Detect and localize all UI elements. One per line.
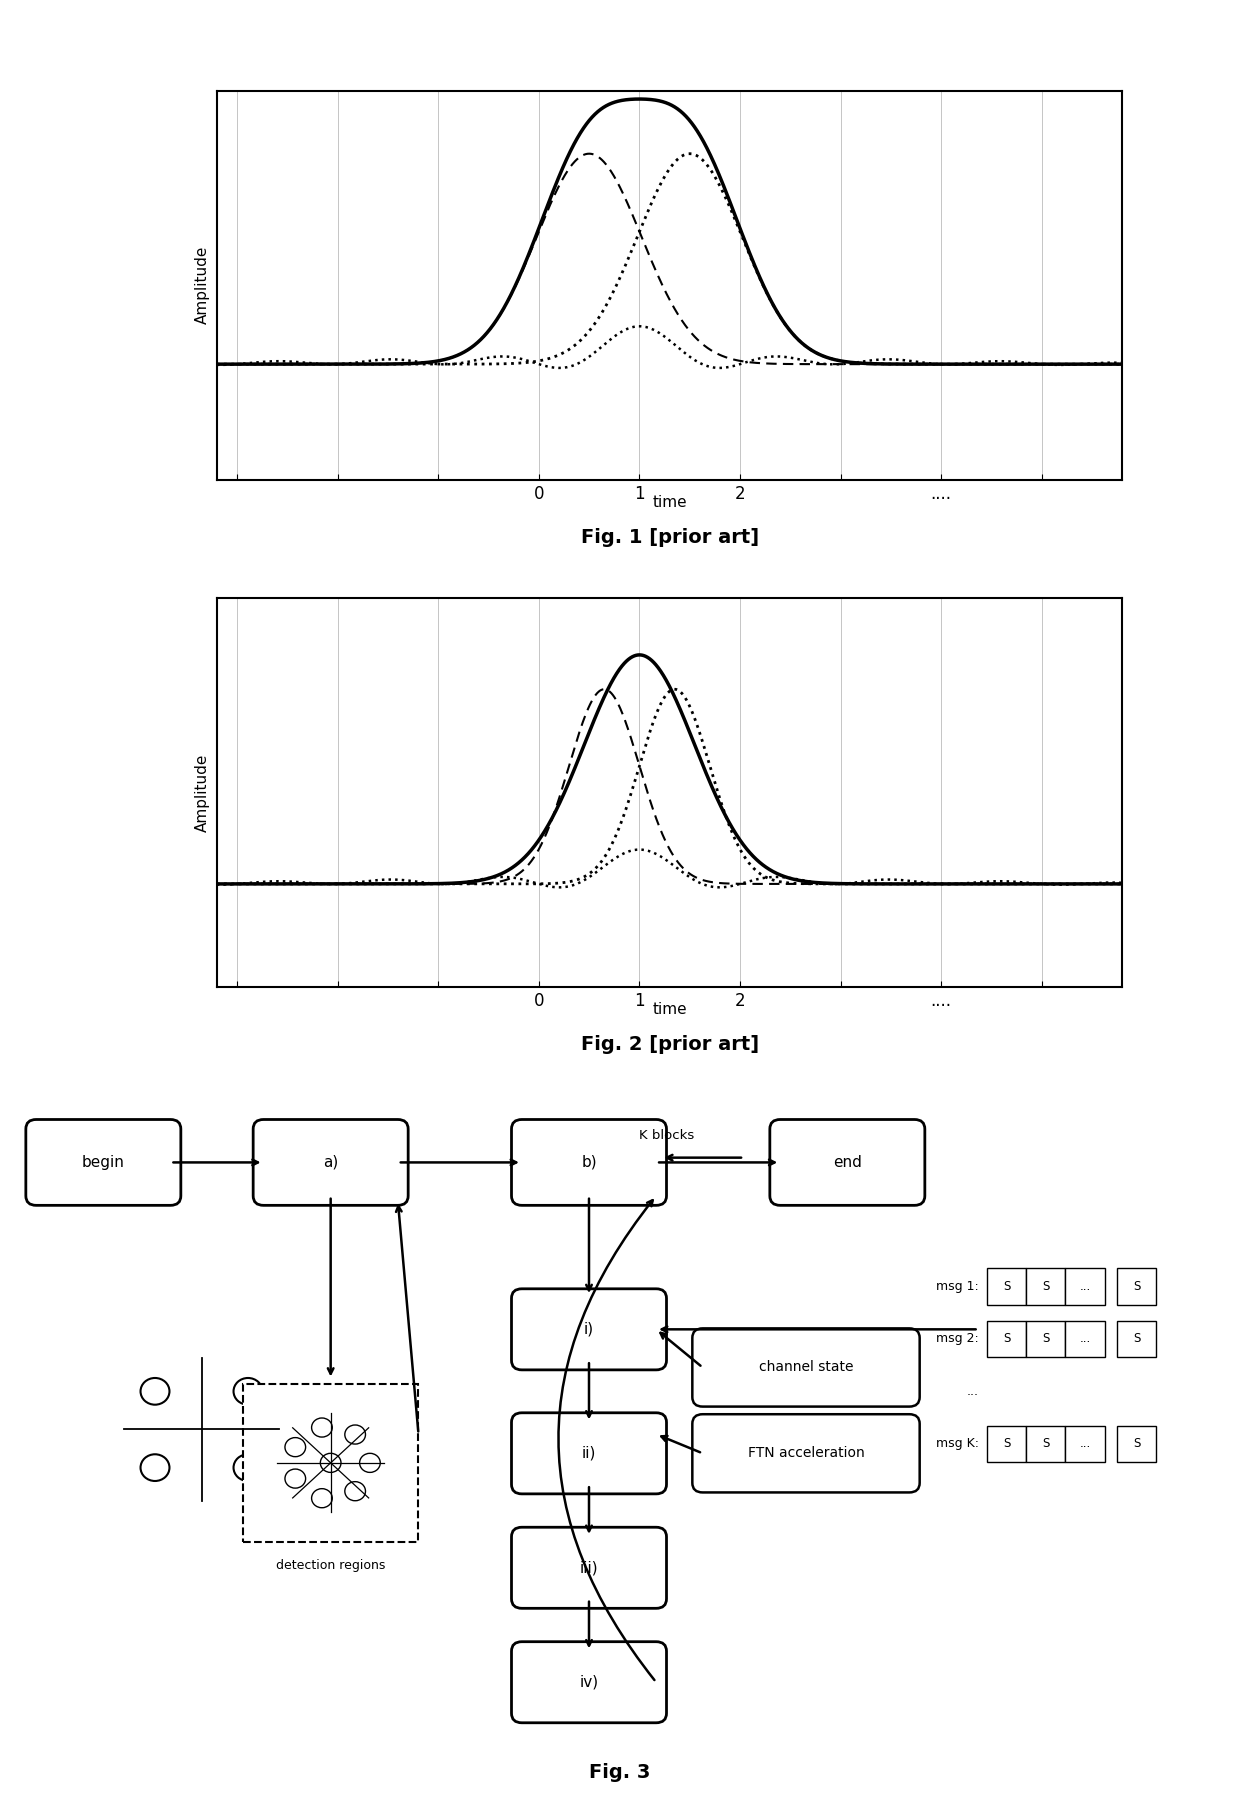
Circle shape [311,1489,332,1509]
Text: iii): iii) [579,1561,599,1576]
Text: S: S [1042,1333,1049,1346]
Text: time: time [652,494,687,511]
Bar [1027,1425,1065,1461]
Text: a): a) [324,1155,339,1170]
Y-axis label: Amplitude: Amplitude [195,246,210,324]
Text: ...: ... [1079,1438,1091,1451]
Text: Fig. 2 [prior art]: Fig. 2 [prior art] [580,1036,759,1054]
FancyBboxPatch shape [253,1119,408,1206]
Text: S: S [1003,1333,1011,1346]
Text: msg 2:: msg 2: [936,1333,978,1346]
Circle shape [345,1481,366,1501]
FancyBboxPatch shape [26,1119,181,1206]
FancyBboxPatch shape [511,1119,667,1206]
Bar [987,1268,1027,1304]
Text: end: end [833,1155,862,1170]
Text: channel state: channel state [759,1360,853,1375]
FancyBboxPatch shape [511,1643,667,1722]
Bar [1065,1268,1105,1304]
FancyBboxPatch shape [511,1289,667,1369]
Text: time: time [652,1001,687,1018]
Circle shape [285,1469,305,1489]
Text: msg K:: msg K: [935,1438,978,1451]
Bar [1117,1425,1156,1461]
Text: S: S [1133,1280,1141,1293]
Text: S: S [1133,1438,1141,1451]
Circle shape [140,1454,170,1481]
Bar [1065,1425,1105,1461]
Text: begin: begin [82,1155,125,1170]
Circle shape [140,1378,170,1405]
Bar [1117,1268,1156,1304]
Text: i): i) [584,1322,594,1337]
Circle shape [345,1425,366,1443]
Bar [987,1320,1027,1356]
Text: S: S [1003,1438,1011,1451]
Text: ii): ii) [582,1445,596,1461]
Text: b): b) [582,1155,596,1170]
Text: Fig. 1 [prior art]: Fig. 1 [prior art] [580,529,759,547]
Text: K blocks: K blocks [639,1128,694,1141]
Text: ...: ... [1079,1333,1091,1346]
FancyBboxPatch shape [511,1413,667,1494]
Text: iv): iv) [579,1675,599,1690]
Text: S: S [1042,1438,1049,1451]
FancyBboxPatch shape [692,1414,920,1492]
Y-axis label: Amplitude: Amplitude [195,753,210,831]
Text: S: S [1042,1280,1049,1293]
Circle shape [233,1454,263,1481]
Text: S: S [1003,1280,1011,1293]
FancyBboxPatch shape [511,1527,667,1608]
FancyBboxPatch shape [692,1329,920,1407]
Bar [987,1425,1027,1461]
Text: FTN acceleration: FTN acceleration [748,1447,864,1460]
Circle shape [311,1418,332,1438]
Bar [1065,1320,1105,1356]
Bar [1027,1320,1065,1356]
Circle shape [233,1378,263,1405]
Circle shape [360,1452,381,1472]
FancyBboxPatch shape [243,1384,418,1541]
Text: ...: ... [1079,1280,1091,1293]
Bar [1027,1268,1065,1304]
Circle shape [320,1452,341,1472]
FancyBboxPatch shape [770,1119,925,1206]
Text: detection regions: detection regions [277,1559,386,1572]
Text: Fig. 3: Fig. 3 [589,1764,651,1782]
Text: S: S [1133,1333,1141,1346]
Circle shape [285,1438,305,1456]
Bar [1117,1320,1156,1356]
Text: ...: ... [966,1385,978,1398]
Text: msg 1:: msg 1: [936,1280,978,1293]
